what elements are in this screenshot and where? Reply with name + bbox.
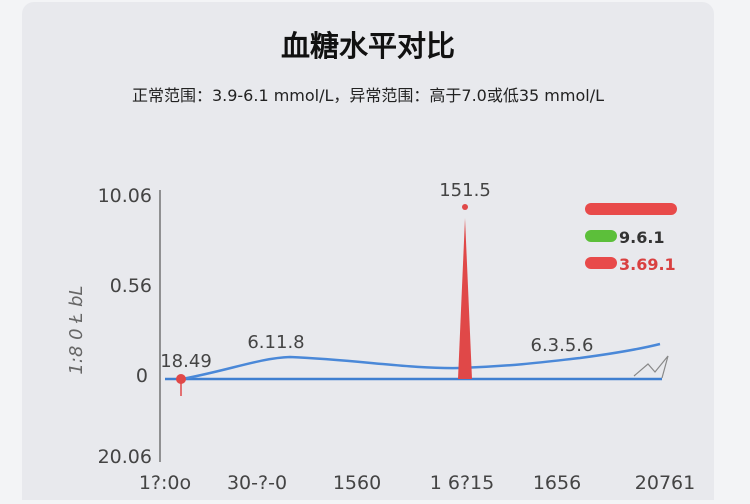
y-ticks: 10.06 0.56 0 20.06 [98,185,152,468]
scribble [633,355,669,379]
glucose-line [181,342,661,381]
legend-label: 3.69.1 [619,255,676,274]
x-tick-label: 30-?-0 [227,472,287,494]
y-tick-label: 20.06 [98,446,152,468]
legend-label: 9.6.1 [619,228,665,247]
subtitle: 正常范围：3.9-6.1 mmol/L，异常范围：高于7.0或低35 mmol/… [132,86,604,105]
y-tick-label: 0.56 [110,275,152,297]
spike-dot [462,204,468,210]
x-tick-label: 1656 [533,472,581,494]
spike [458,218,472,379]
annotation: 18.49 [160,351,212,372]
card [22,2,714,504]
y-label: 1:8 0 Ł bL [66,285,87,374]
legend-bar [585,203,677,215]
annotation: 151.5 [439,180,491,201]
y-tick-label: 10.06 [98,185,152,207]
legend-swatch [585,230,617,242]
x-tick-label: 1?:0o [139,472,191,494]
annotation: 6.3.5.6 [531,335,594,356]
x-tick-label: 1 6?15 [430,472,494,494]
y-tick-label: 0 [136,365,148,387]
annotations: 18.49 6.11.8 151.5 6.3.5.6 [160,180,593,372]
marker [176,374,186,384]
title: 血糖水平对比 [281,29,455,63]
legend-swatch [585,257,617,269]
annotation: 6.11.8 [247,332,304,353]
x-tick-label: 1560 [333,472,381,494]
x-tick-label: 20761 [635,472,695,494]
x-ticks: 1?:0o 30-?-0 1560 1 6?15 1656 20761 [139,472,695,494]
